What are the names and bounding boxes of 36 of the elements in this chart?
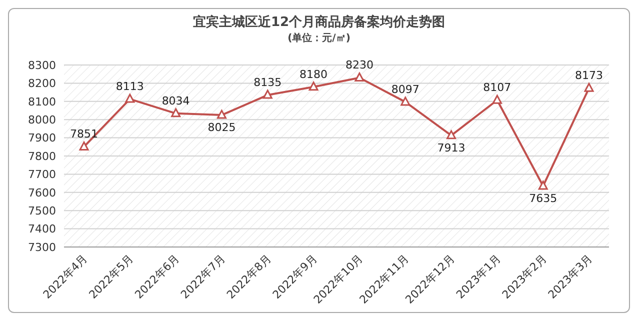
point (171, 108, 181, 118)
data-label: 8173 (575, 69, 603, 82)
y-tick-label: 8000 (28, 114, 56, 127)
point (492, 94, 502, 104)
chart-subtitle: (单位：元/㎡) (286, 32, 352, 45)
y-tick-label: 7300 (28, 240, 56, 254)
data-label: 8113 (116, 80, 144, 94)
point (400, 96, 410, 106)
y-tick-label: 8200 (28, 77, 56, 90)
y-tick-label: 7900 (28, 132, 56, 145)
point (79, 141, 89, 150)
y-tick-label: 7500 (28, 204, 56, 218)
y-tick-label: 8100 (28, 95, 56, 108)
y-tick-label: 7600 (28, 186, 56, 200)
point (125, 94, 135, 103)
point (354, 72, 364, 82)
data-label: 8107 (483, 81, 512, 94)
chart-title: 宜宾主城区近12个月商品房备案均价走势图 (192, 14, 446, 31)
data-label: 8230 (345, 58, 374, 72)
y-tick-label: 7700 (28, 168, 56, 182)
data-label: 8180 (300, 68, 328, 81)
point (308, 82, 318, 91)
point (216, 110, 226, 119)
point (262, 90, 272, 99)
y-tick-label: 7800 (28, 150, 56, 163)
y-tick-label: 7400 (28, 222, 56, 236)
point (446, 130, 456, 140)
data-label: 7913 (437, 141, 466, 154)
point (584, 82, 594, 92)
data-label: 8025 (208, 121, 236, 134)
data-label: 8034 (162, 94, 190, 108)
point (538, 180, 548, 190)
data-label: 8135 (254, 76, 282, 90)
y-tick-label: 8300 (28, 58, 56, 72)
data-label: 8097 (391, 82, 420, 96)
data-label: 7635 (529, 192, 558, 206)
